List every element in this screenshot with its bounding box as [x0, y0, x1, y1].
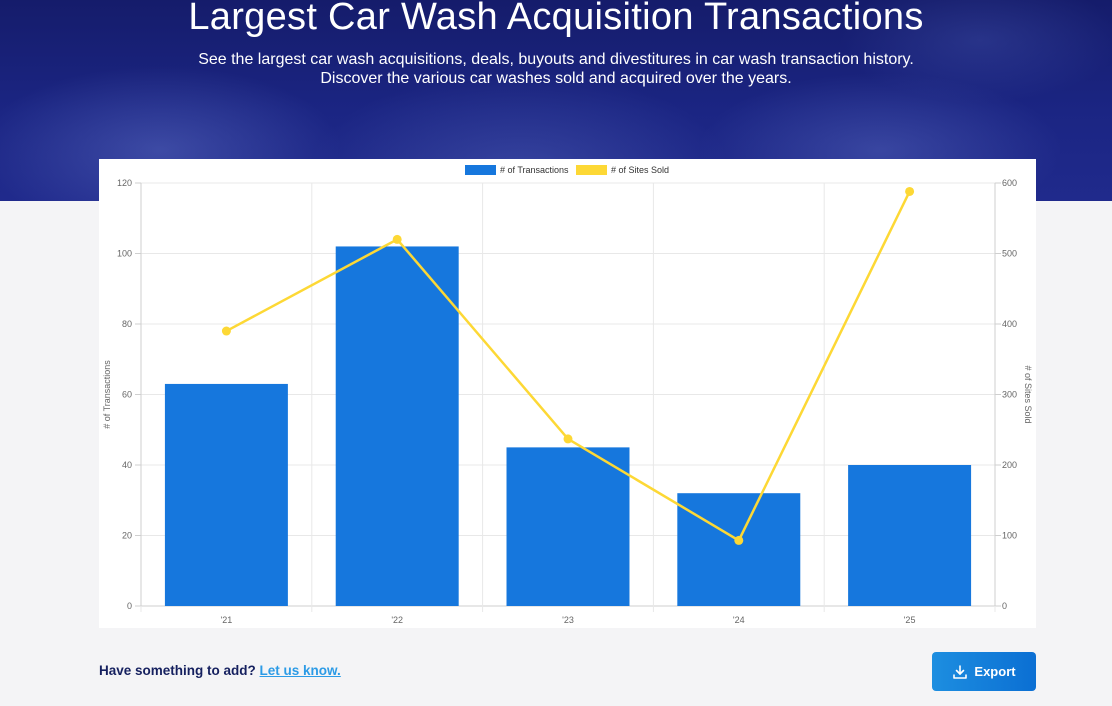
x-tick-label: '25	[904, 615, 916, 625]
y-tick-label: 120	[117, 178, 132, 188]
feedback-text: Have something to add?	[99, 663, 256, 678]
legend-label-sites-sold: # of Sites Sold	[611, 165, 669, 175]
let-us-know-link[interactable]: Let us know.	[259, 663, 341, 678]
subtitle-line-2: Discover the various car washes sold and…	[320, 70, 792, 87]
point-sites-sold	[563, 434, 573, 444]
y-tick-label: 40	[122, 460, 132, 470]
y2-tick-label: 100	[1002, 531, 1017, 541]
legend-label-transactions: # of Transactions	[500, 165, 569, 175]
y-tick-label: 80	[122, 319, 132, 329]
y2-tick-label: 200	[1002, 460, 1017, 470]
y2-tick-label: 500	[1002, 249, 1017, 259]
point-sites-sold	[392, 234, 402, 244]
page-title: Largest Car Wash Acquisition Transaction…	[188, 0, 924, 38]
chart-card: 0 20 40 60 80 100 120 0 100 200 300 400 500 600 '21 '22…	[99, 159, 1036, 628]
legend-swatch-sites-sold	[576, 165, 607, 175]
y-tick-label: 60	[122, 390, 132, 400]
bar-transactions	[164, 383, 288, 606]
x-tick-label: '24	[733, 615, 745, 625]
y2-tick-label: 600	[1002, 178, 1017, 188]
bar-transactions	[335, 246, 459, 606]
y2-tick-label: 0	[1002, 601, 1007, 611]
point-sites-sold	[221, 326, 231, 336]
export-button[interactable]: Export	[932, 652, 1036, 691]
y2-axis-title: # of Sites Sold	[1023, 365, 1033, 423]
legend-swatch-transactions	[465, 165, 496, 175]
export-label: Export	[974, 664, 1016, 679]
y2-tick-label: 300	[1002, 390, 1017, 400]
y-tick-label: 20	[122, 531, 132, 541]
y-tick-label: 0	[127, 601, 132, 611]
download-icon	[953, 664, 968, 679]
y-axis-title: # of Transactions	[102, 360, 112, 429]
x-tick-label: '23	[562, 615, 574, 625]
feedback-prompt: Have something to add? Let us know.	[99, 663, 341, 678]
transactions-chart: 0 20 40 60 80 100 120 0 100 200 300 400 500 600 '21 '22…	[102, 165, 1033, 625]
bar-transactions	[677, 493, 801, 606]
bar-transactions	[848, 465, 972, 606]
bar-transactions	[506, 447, 630, 606]
y2-tick-label: 400	[1002, 319, 1017, 329]
subtitle-line-1: See the largest car wash acquisitions, d…	[198, 51, 914, 68]
x-tick-label: '22	[391, 615, 403, 625]
point-sites-sold	[905, 186, 915, 196]
x-tick-label: '21	[221, 615, 233, 625]
page-subtitle: See the largest car wash acquisitions, d…	[0, 50, 1112, 88]
point-sites-sold	[734, 535, 744, 545]
y-tick-label: 100	[117, 249, 132, 259]
